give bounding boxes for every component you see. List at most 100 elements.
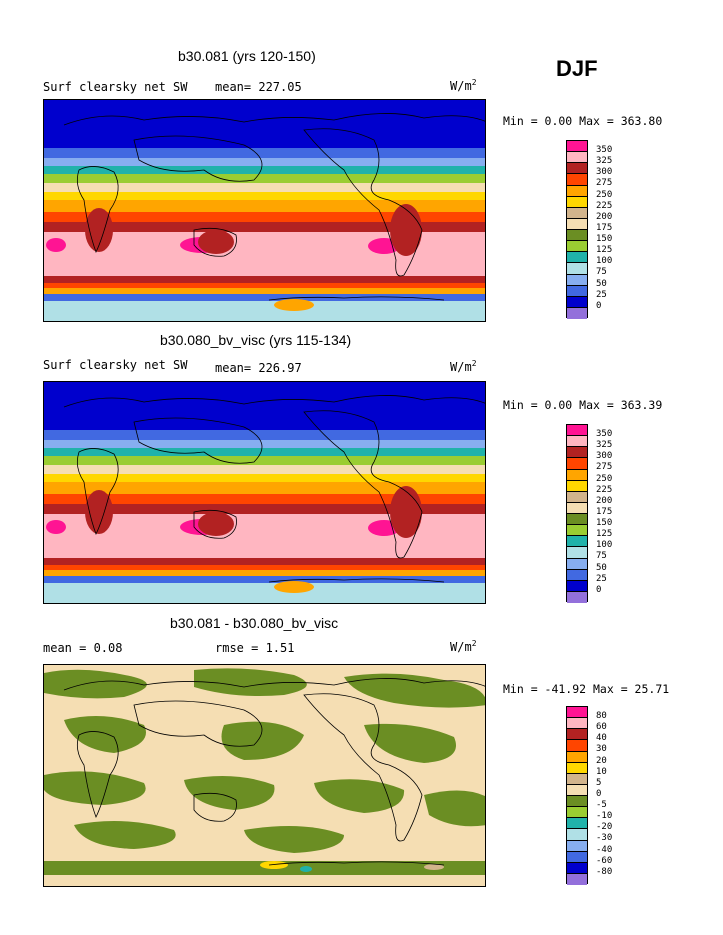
panel-1-colorbar xyxy=(566,140,588,319)
season-label: DJF xyxy=(556,56,598,81)
colorbar-tick-label: -80 xyxy=(596,866,613,877)
south-america-land xyxy=(390,486,422,538)
south-america-land xyxy=(390,204,422,256)
colorbar-tick-label: 350 xyxy=(596,429,613,439)
panel-2-mean: mean= 226.97 xyxy=(215,361,302,375)
max-blob-atlantic xyxy=(46,520,66,534)
band-50-75 xyxy=(44,158,485,166)
colorbar-tick-label: 300 xyxy=(596,451,613,462)
diff-positive-spot xyxy=(260,861,288,869)
diff-positive-spot-2 xyxy=(424,864,444,870)
colorbar-tick-label: 300 xyxy=(596,167,613,178)
band-150-175 xyxy=(44,456,485,465)
band-300-325 xyxy=(44,222,485,232)
colorbar-tick-label: 275 xyxy=(596,462,613,473)
colorbar-tick-label: 50 xyxy=(596,278,607,289)
colorbar-tick-label: -20 xyxy=(596,822,613,833)
colorbar-tick-label: 25 xyxy=(596,289,607,300)
band-175-200 xyxy=(44,183,485,192)
colorbar-tick-label: 0 xyxy=(596,300,602,311)
antarctic-peninsula xyxy=(274,299,314,311)
colorbar-tick-label: 275 xyxy=(596,178,613,189)
panel-2-units: W/m2 xyxy=(450,359,477,374)
panel-1-mean: mean= 227.05 xyxy=(215,80,302,94)
colorbar-tick-label: 40 xyxy=(596,733,607,744)
colorbar-tick-label: 175 xyxy=(596,506,613,517)
coastlines xyxy=(63,113,485,301)
colorbar-tick-label: -30 xyxy=(596,833,613,844)
band-250-275 xyxy=(44,200,485,212)
band-sea-ice xyxy=(44,294,485,301)
band-lt25 xyxy=(44,100,485,148)
colorbar-tick-label: 30 xyxy=(596,744,607,755)
colorbar-tick-label: 150 xyxy=(596,518,613,528)
colorbar-tick-label: 80 xyxy=(596,711,607,721)
band-225-250 xyxy=(44,474,485,482)
colorbar-tick-label: 125 xyxy=(596,245,613,256)
colorbar-tick-label: -5 xyxy=(596,800,607,810)
colorbar-tick-label: 250 xyxy=(596,189,613,200)
colorbar-tick-label: 225 xyxy=(596,200,613,211)
colorbar-tick-label: 350 xyxy=(596,145,613,155)
colorbar-tick-label: 10 xyxy=(596,766,607,777)
panel-3-mean: mean = 0.08 xyxy=(43,641,123,655)
colorbar-tick-label: -60 xyxy=(596,855,613,866)
band-275-300-south xyxy=(44,283,485,288)
band-antarctica xyxy=(44,301,485,321)
panel-2-map xyxy=(43,381,486,604)
panel-2-title: b30.080_bv_visc (yrs 115-134) xyxy=(160,332,352,348)
band-275-300-south xyxy=(44,565,485,570)
band-250-275-south xyxy=(44,288,485,294)
band-antarctica xyxy=(44,583,485,603)
colorbar-tick-label: -10 xyxy=(596,811,613,822)
band-300-325 xyxy=(44,504,485,514)
band-225-250 xyxy=(44,192,485,200)
band-250-275-south xyxy=(44,570,485,576)
band-50-75 xyxy=(44,440,485,448)
colorbar-tick-label: 0 xyxy=(596,584,602,595)
panel-3-rmse: rmse = 1.51 xyxy=(215,641,295,655)
panel-1-map xyxy=(43,99,486,322)
band-25-50 xyxy=(44,148,485,158)
panel-3-map-svg xyxy=(44,668,485,886)
panel-1-units: W/m2 xyxy=(450,78,477,93)
band-300-325-south xyxy=(44,558,485,565)
antarctic-peninsula xyxy=(274,581,314,593)
colorbar-tick-label: 100 xyxy=(596,256,613,267)
panel-1-title: b30.081 (yrs 120-150) xyxy=(178,48,316,64)
panel-1-variable-label: Surf clearsky net SW xyxy=(43,80,188,94)
panel-3-minmax: Min = -41.92 Max = 25.71 xyxy=(503,682,670,696)
band-250-275 xyxy=(44,482,485,494)
band-275-300 xyxy=(44,494,485,504)
band-lt25 xyxy=(44,382,485,430)
colorbar-tick-label: 20 xyxy=(596,755,607,766)
colorbar-tick-label: 200 xyxy=(596,211,613,222)
colorbar-tick-label: 100 xyxy=(596,540,613,551)
colorbar-tick-label: 5 xyxy=(596,777,602,788)
coastlines xyxy=(63,395,485,583)
colorbar-tick-label: 50 xyxy=(596,562,607,573)
colorbar-tick-label: -40 xyxy=(596,844,613,855)
band-100-125 xyxy=(44,166,485,174)
australia-land xyxy=(198,230,234,254)
band-300-325-south xyxy=(44,276,485,283)
colorbar-tick-label: 75 xyxy=(596,551,607,562)
panel-3-map xyxy=(43,664,486,887)
colorbar-tick-label: 200 xyxy=(596,495,613,506)
colorbar-tick-label: 325 xyxy=(596,156,613,167)
colorbar-tick-label: 25 xyxy=(596,573,607,584)
colorbar-tick-label: 325 xyxy=(596,440,613,451)
colorbar-tick-label: 0 xyxy=(596,788,602,799)
band-sea-ice xyxy=(44,576,485,583)
band-175-200 xyxy=(44,465,485,474)
panel-2-minmax: Min = 0.00 Max = 363.39 xyxy=(503,398,663,412)
panel-3-title: b30.081 - b30.080_bv_visc xyxy=(170,615,339,631)
australia-land xyxy=(198,512,234,536)
diff-negative-patches xyxy=(44,668,485,875)
panel-2-variable-label: Surf clearsky net SW xyxy=(43,358,188,372)
panel-2-colorbar xyxy=(566,424,588,603)
band-25-50 xyxy=(44,430,485,440)
max-blob-atlantic xyxy=(46,238,66,252)
colorbar-tick-label: 175 xyxy=(596,222,613,233)
panel-1-minmax: Min = 0.00 Max = 363.80 xyxy=(503,114,663,128)
